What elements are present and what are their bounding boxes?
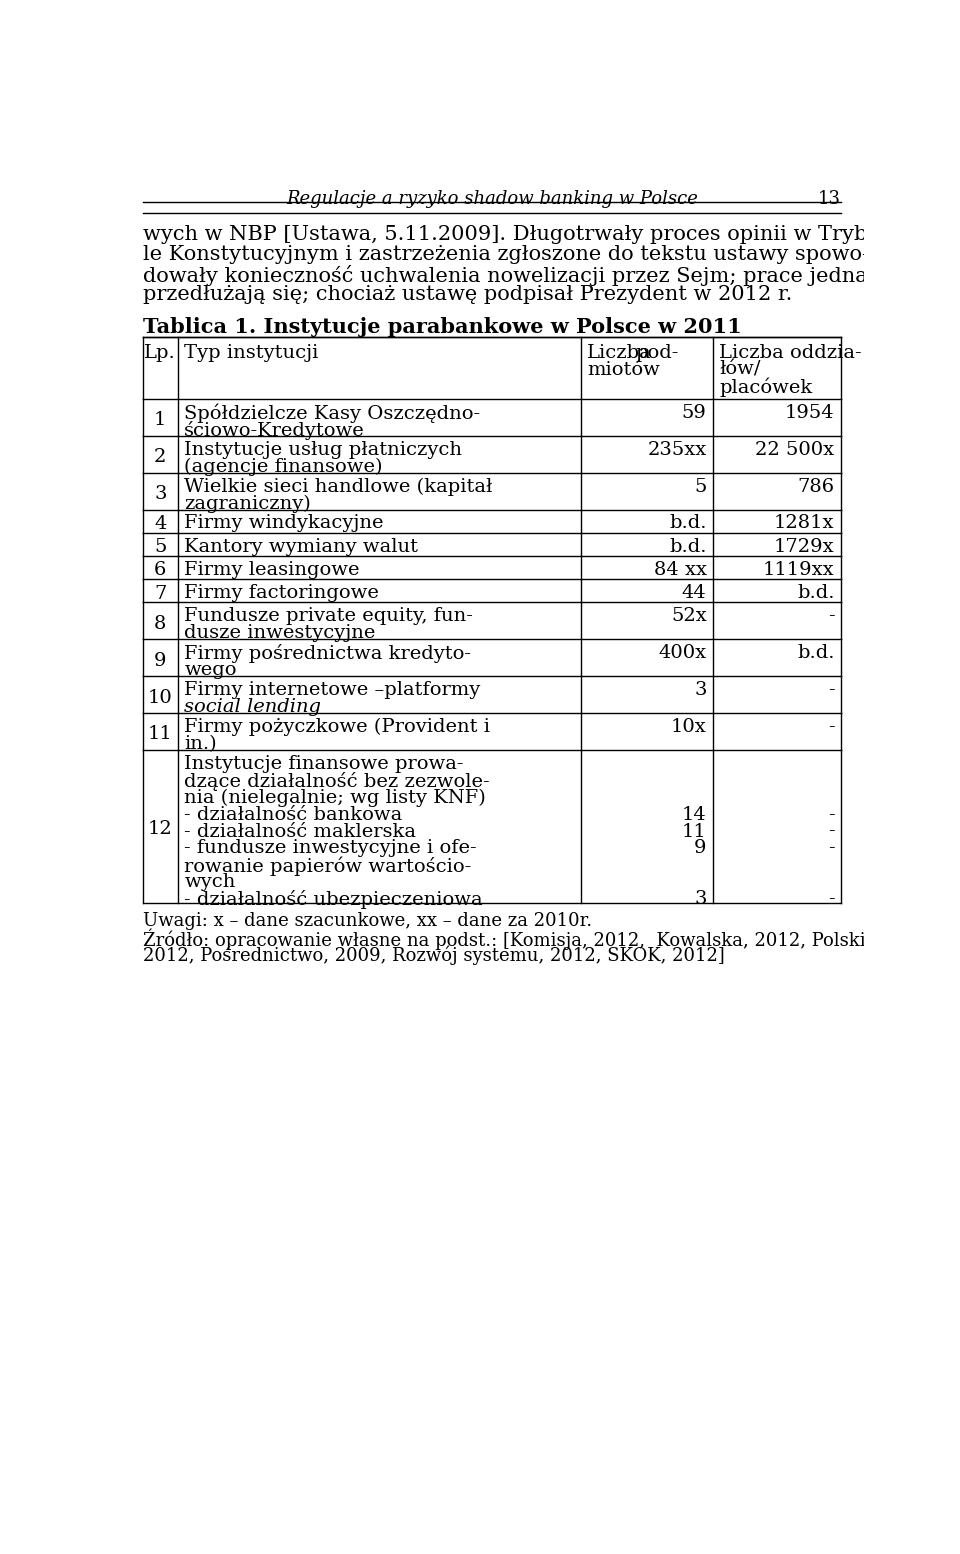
Text: - fundusze inwestycyjne i ofe-: - fundusze inwestycyjne i ofe- [184,839,477,858]
Text: - działalność bankowa: - działalność bankowa [184,805,402,824]
Text: 1281x: 1281x [774,514,834,533]
Text: b.d.: b.d. [797,584,834,601]
Text: 14: 14 [682,805,707,824]
Text: 5: 5 [155,538,166,556]
Text: 3: 3 [694,681,707,699]
Text: in.): in.) [184,735,217,752]
Text: Firmy pośrednictwa kredyto-: Firmy pośrednictwa kredyto- [184,643,471,664]
Text: zagraniczny): zagraniczny) [184,494,311,513]
Text: Firmy pożyczkowe (Provident i: Firmy pożyczkowe (Provident i [184,718,491,737]
Text: placówek: placówek [719,378,812,396]
Text: b.d.: b.d. [669,514,707,533]
Text: 8: 8 [155,614,166,632]
Text: -: - [828,608,834,625]
Text: Regulacje a ryzyko shadow banking w Polsce: Regulacje a ryzyko shadow banking w Pols… [286,190,698,208]
Text: Liczba oddzia-: Liczba oddzia- [719,343,862,362]
Text: -: - [828,839,834,858]
Text: 7: 7 [155,584,166,603]
Text: (agencje finansowe): (agencje finansowe) [184,457,383,476]
Text: -: - [828,805,834,824]
Text: Lp.: Lp. [144,343,177,362]
Text: 9: 9 [154,651,166,670]
Text: Uwagi: x – dane szacunkowe, xx – dane za 2010r.: Uwagi: x – dane szacunkowe, xx – dane za… [143,912,592,929]
Text: -: - [828,681,834,699]
Text: b.d.: b.d. [797,643,834,662]
Text: 11: 11 [682,822,707,841]
Text: 11: 11 [148,726,173,743]
Text: 9: 9 [694,839,707,858]
Text: -: - [828,718,834,735]
Text: - działalność ubezpieczeniowa: - działalność ubezpieczeniowa [184,890,483,909]
Text: le Konstytucyjnym i zastrzeżenia zgłoszone do tekstu ustawy spowo-: le Konstytucyjnym i zastrzeżenia zgłoszo… [143,246,869,264]
Text: miotów: miotów [588,361,660,379]
Text: 10: 10 [148,688,173,707]
Text: Firmy factoringowe: Firmy factoringowe [184,584,379,601]
Text: 1: 1 [155,412,166,429]
Text: 44: 44 [682,584,707,601]
Text: social lending: social lending [184,698,322,716]
Text: pod-: pod- [636,343,679,362]
Text: 5: 5 [694,477,707,496]
Text: 400x: 400x [659,643,707,662]
Text: rowanie papierów wartościo-: rowanie papierów wartościo- [184,856,471,876]
Text: przedłużają się; chociaż ustawę podpisał Prezydent w 2012 r.: przedłużają się; chociaż ustawę podpisał… [143,284,793,305]
Text: b.d.: b.d. [669,538,707,556]
Text: - działalność maklerska: - działalność maklerska [184,822,417,841]
Text: wych: wych [184,873,236,892]
Text: Firmy leasingowe: Firmy leasingowe [184,561,360,578]
Text: 786: 786 [798,477,834,496]
Text: Spółdzielcze Kasy Oszczędno-: Spółdzielcze Kasy Oszczędno- [184,404,480,423]
Text: 13: 13 [818,190,841,208]
Text: 2012, Pośrednictwo, 2009, Rozwój systemu, 2012, SKOK, 2012]: 2012, Pośrednictwo, 2009, Rozwój systemu… [143,946,725,965]
Text: 10x: 10x [671,718,707,735]
Text: Liczba: Liczba [588,343,652,362]
Text: Firmy internetowe –platformy: Firmy internetowe –platformy [184,681,481,699]
Text: 22 500x: 22 500x [756,441,834,458]
Text: Źródło: opracowanie własne na podst.: [Komisja, 2012,  Kowalska, 2012, Polski Zw: Źródło: opracowanie własne na podst.: [K… [143,929,953,949]
Text: łów/: łów/ [719,361,760,379]
Text: 235xx: 235xx [647,441,707,458]
Text: nia (nielegalnie; wg listy KNF): nia (nielegalnie; wg listy KNF) [184,788,486,807]
Text: 3: 3 [154,485,166,503]
Text: Kantory wymiany walut: Kantory wymiany walut [184,538,419,556]
Text: 2: 2 [155,448,166,466]
Text: dowały konieczność uchwalenia nowelizacji przez Sejm; prace jednak: dowały konieczność uchwalenia nowelizacj… [143,266,880,286]
Text: Firmy windykacyjne: Firmy windykacyjne [184,514,384,533]
Text: 3: 3 [694,890,707,908]
Text: 1954: 1954 [785,404,834,421]
Text: dzące działalność bez zezwole-: dzące działalność bez zezwole- [184,772,490,791]
Text: dusze inwestycyjne: dusze inwestycyjne [184,623,375,642]
Text: Fundusze private equity, fun-: Fundusze private equity, fun- [184,608,473,625]
Text: -: - [828,822,834,841]
Text: 1119xx: 1119xx [763,561,834,578]
Text: Tablica 1. Instytucje parabankowe w Polsce w 2011: Tablica 1. Instytucje parabankowe w Pols… [143,317,742,337]
Text: 84 xx: 84 xx [654,561,707,578]
Text: 12: 12 [148,821,173,838]
Text: ściowo-Kredytowe: ściowo-Kredytowe [184,421,365,440]
Text: -: - [828,890,834,908]
Text: Instytucje finansowe prowa-: Instytucje finansowe prowa- [184,755,464,772]
Text: wych w NBP [Ustawa, 5.11.2009]. Długotrwały proces opinii w Trybuna-: wych w NBP [Ustawa, 5.11.2009]. Długotrw… [143,225,914,244]
Text: 52x: 52x [671,608,707,625]
Text: Wielkie sieci handlowe (kapitał: Wielkie sieci handlowe (kapitał [184,477,492,496]
Text: wego: wego [184,660,237,679]
Text: 6: 6 [155,561,166,580]
Text: Typ instytucji: Typ instytucji [184,343,319,362]
Text: 1729x: 1729x [774,538,834,556]
Text: 59: 59 [682,404,707,421]
Text: 4: 4 [155,516,166,533]
Text: Instytucje usług płatniczych: Instytucje usług płatniczych [184,441,463,458]
